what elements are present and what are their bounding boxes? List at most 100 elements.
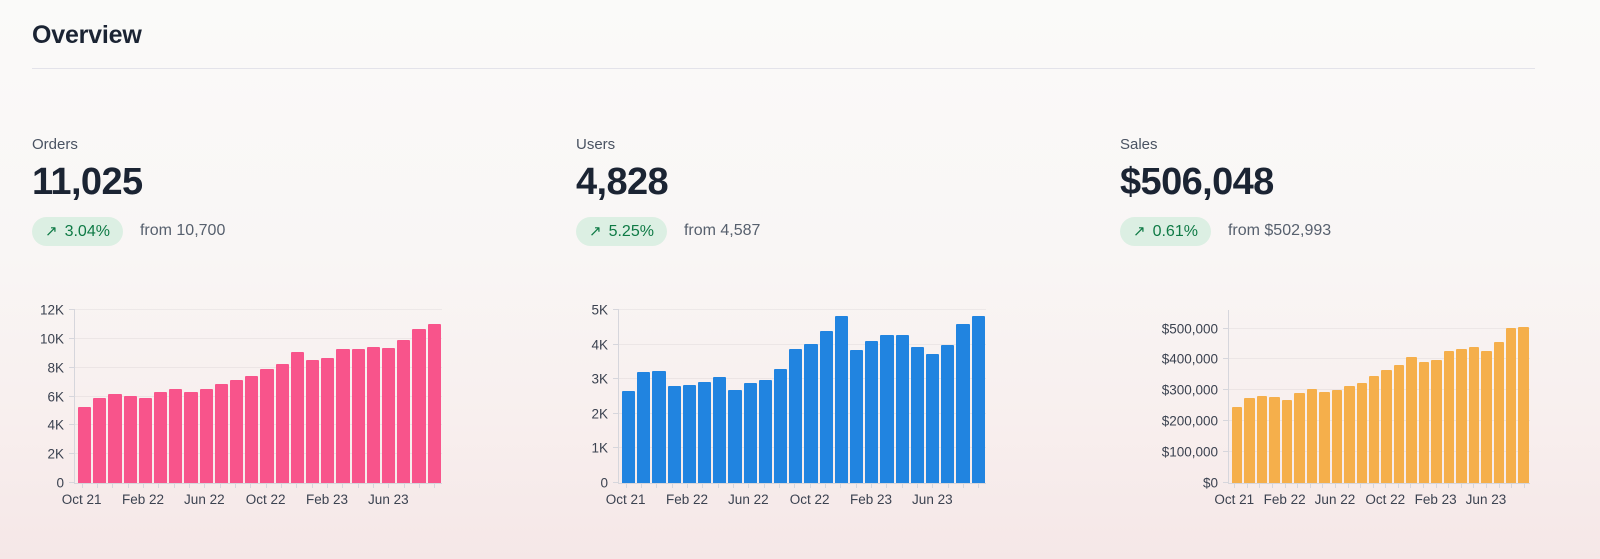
- bar-apr-22: [713, 376, 727, 483]
- x-axis-tick-label: Feb 23: [1414, 492, 1457, 507]
- plot-area: [613, 309, 986, 484]
- bar-may-23: [910, 347, 925, 483]
- metric-change-row: ↗ 0.61% from $502,993: [1120, 216, 1530, 246]
- change-badge: ↗ 3.04%: [32, 216, 123, 246]
- bar-mar-22: [154, 392, 168, 483]
- x-axis-tick: [1284, 484, 1286, 488]
- bar-jun-22: [1331, 390, 1343, 483]
- x-axis-tick-label: Oct 22: [1365, 492, 1406, 507]
- bar-nov-21: [93, 397, 107, 483]
- x-axis-tick-label: Oct 21: [1214, 492, 1255, 507]
- x-axis-tick: [112, 484, 114, 488]
- x-axis-tick: [1423, 484, 1425, 488]
- x-axis-tick-label: Feb 22: [121, 492, 165, 507]
- x-axis-tick: [1385, 484, 1387, 488]
- previous-value-text: from 4,587: [683, 222, 761, 239]
- bar-apr-22: [1306, 388, 1318, 483]
- bar-jul-22: [214, 384, 229, 483]
- previous-value-text: from $502,993: [1227, 222, 1332, 239]
- x-axis-tick: [127, 484, 129, 488]
- bar-may-22: [1319, 391, 1330, 483]
- x-axis-tick: [173, 484, 175, 488]
- bar-jan-22: [667, 386, 681, 483]
- x-axis-tick: [1435, 484, 1437, 488]
- bar-jun-22: [199, 389, 213, 483]
- x-axis-tick-label: Jun 23: [912, 492, 953, 507]
- x-axis-tick-label: Jun 23: [1465, 492, 1507, 507]
- bar-mar-22: [1294, 392, 1305, 483]
- bar-may-23: [1468, 346, 1480, 483]
- bar-jun-22: [743, 383, 757, 483]
- bar-jan-23: [306, 359, 320, 483]
- y-axis-tick-label: $500,000: [1161, 321, 1218, 337]
- y-axis-tick: [613, 378, 619, 380]
- plot-area: [69, 309, 442, 484]
- bar-sep-23: [1518, 326, 1529, 483]
- x-axis-tick: [1322, 484, 1324, 488]
- bar-dec-21: [1256, 395, 1268, 483]
- gridline: [619, 412, 986, 414]
- y-axis-tick-label: 0: [600, 475, 608, 491]
- x-axis-tick: [1473, 484, 1475, 488]
- y-axis-tick: [1223, 420, 1229, 422]
- bar-sep-22: [789, 349, 803, 483]
- x-axis-tick-label: Feb 23: [305, 492, 349, 507]
- x-axis-tick: [311, 484, 313, 488]
- bar-sep-22: [245, 375, 259, 483]
- trend-up-icon: ↗: [1133, 222, 1146, 240]
- bar-mar-23: [880, 335, 894, 483]
- bar-oct-22: [1381, 369, 1392, 483]
- bar-jul-23: [1493, 341, 1504, 483]
- overview-page: Overview Orders 11,025 ↗ 3.04% from 10,7…: [32, 21, 1535, 510]
- bar-aug-22: [1356, 382, 1367, 483]
- x-axis-tick: [1448, 484, 1450, 488]
- x-axis-tick: [1297, 484, 1299, 488]
- y-axis-tick-label: 2K: [47, 446, 64, 462]
- x-axis-tick-label: Jun 22: [728, 492, 769, 507]
- bar-sep-22: [1368, 375, 1380, 483]
- x-axis-tick: [1234, 484, 1236, 488]
- y-axis-tick: [69, 424, 75, 426]
- bar-apr-23: [1456, 348, 1467, 483]
- metric-value: 11,025: [32, 161, 143, 203]
- bar-oct-22: [260, 369, 274, 483]
- y-axis: $0 $100,000 $200,000 $300,000 $400,000 $500,0…: [1120, 310, 1228, 490]
- gridline: [75, 366, 442, 368]
- gridline: [75, 453, 442, 455]
- bars-group: [78, 310, 441, 483]
- y-axis-tick-label: $400,000: [1161, 351, 1218, 367]
- bar-jun-23: [926, 353, 940, 483]
- x-axis-tick: [671, 484, 673, 488]
- section-divider: [32, 68, 1535, 69]
- bar-mar-23: [336, 348, 350, 483]
- bar-dec-22: [834, 316, 849, 483]
- gridline: [75, 337, 442, 339]
- x-axis-tick: [1410, 484, 1412, 488]
- bar-nov-21: [637, 372, 651, 483]
- x-axis-tick: [840, 484, 842, 488]
- metric-label: Users: [576, 136, 616, 153]
- y-axis-tick: [69, 366, 75, 368]
- y-axis-tick-label: 8K: [47, 360, 64, 376]
- x-axis-tick: [1272, 484, 1274, 488]
- bar-may-22: [728, 389, 742, 483]
- x-axis-tick: [794, 484, 796, 488]
- x-axis-tick: [625, 484, 627, 488]
- y-axis-tick: [1223, 451, 1229, 453]
- y-axis: 0 1K 2K 3K 4K 5K: [576, 303, 618, 491]
- y-axis-tick-label: 10K: [39, 331, 64, 347]
- bar-jul-23: [941, 344, 955, 483]
- orders-bar-chart: 0 2K 4K 6K 8K 10K 12K Oct 21 Feb 22 Jun 22 Oct 22…: [32, 303, 442, 510]
- x-axis-tick: [932, 484, 934, 488]
- x-axis-tick: [779, 484, 780, 488]
- trend-up-icon: ↗: [589, 222, 602, 240]
- gridline: [1229, 358, 1530, 360]
- x-axis-tick-label: Oct 21: [61, 492, 102, 507]
- x-axis-tick: [1259, 484, 1261, 488]
- bar-apr-22: [169, 388, 183, 483]
- x-axis-tick-label: Jun 22: [1314, 492, 1356, 507]
- bars-group: [622, 310, 985, 483]
- x-axis-tick: [1523, 484, 1525, 488]
- bar-nov-22: [1393, 365, 1405, 483]
- y-axis-tick: [69, 395, 75, 397]
